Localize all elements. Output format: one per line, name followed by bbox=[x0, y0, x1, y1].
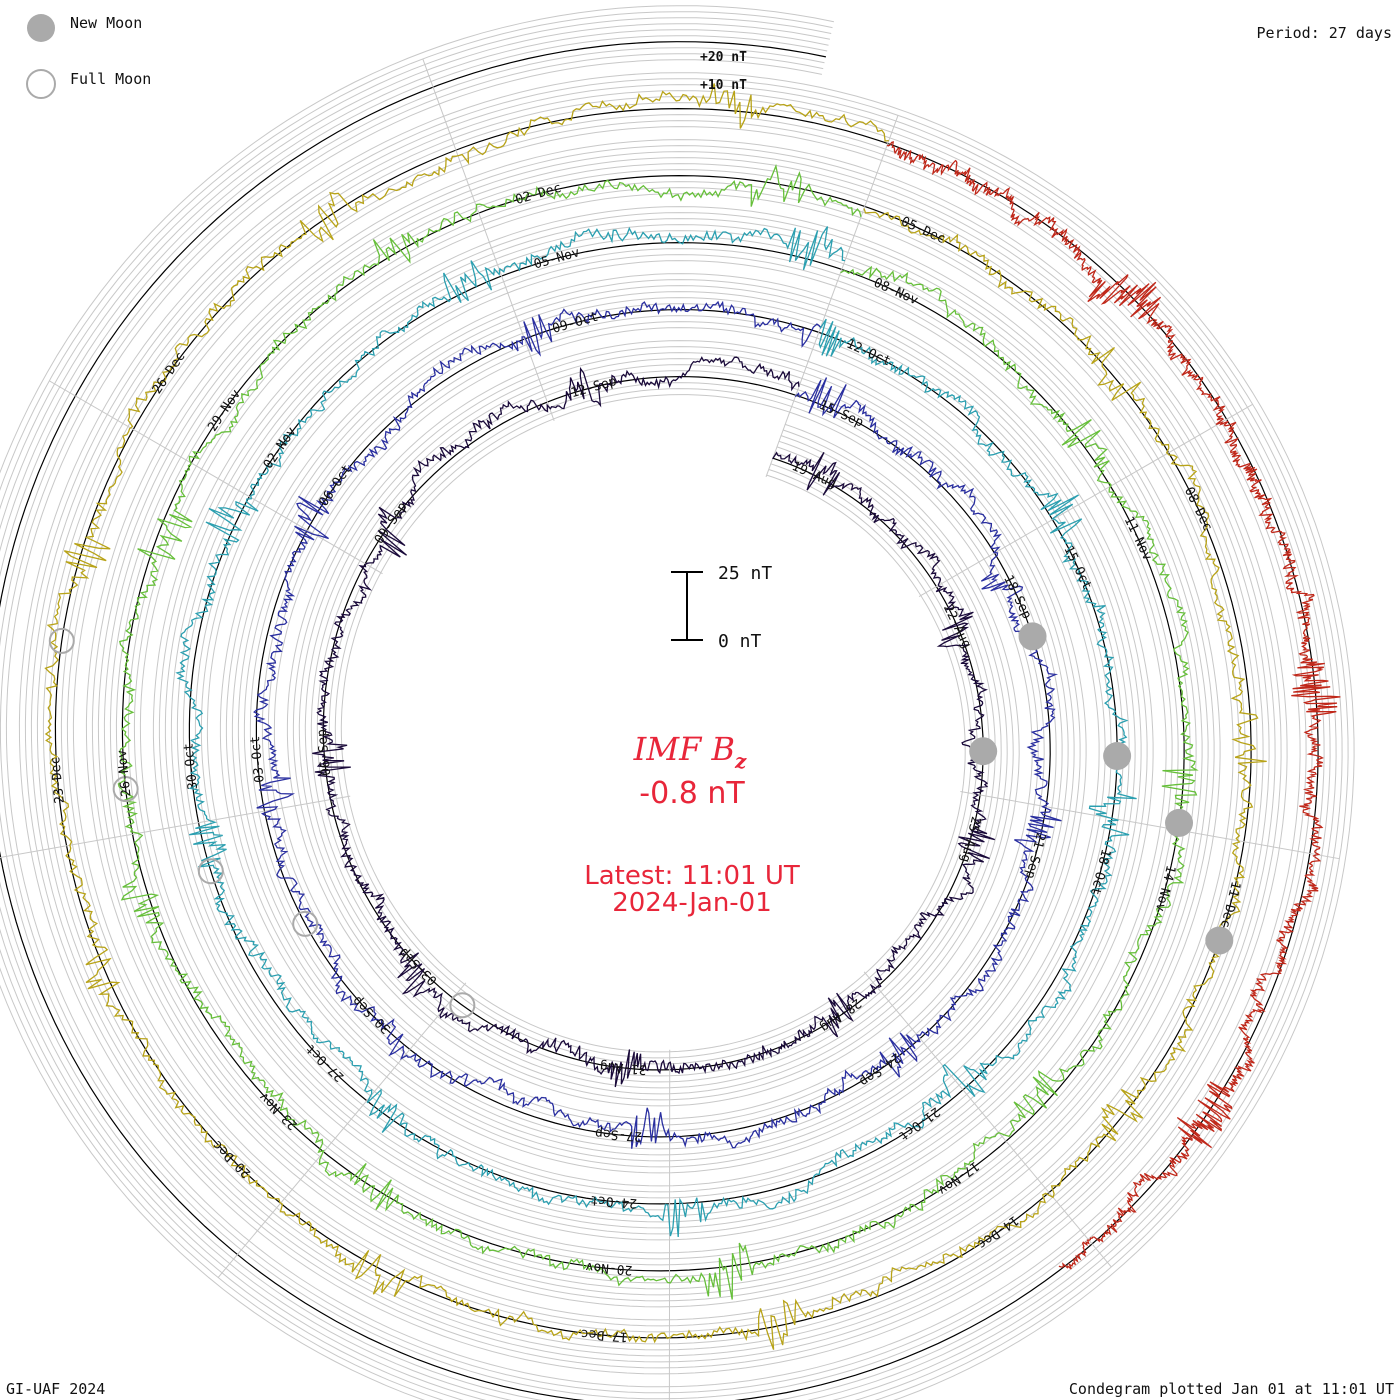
scale-top-label: 25 nT bbox=[718, 563, 772, 584]
date-label: 26-Nov bbox=[115, 749, 135, 797]
date-label: 09-Sep bbox=[372, 500, 411, 547]
latest-time: Latest: 11:01 UT bbox=[584, 861, 800, 891]
parameter-title: IMF Bz bbox=[633, 730, 747, 773]
grid-spiral bbox=[0, 35, 1325, 1400]
bz-trace-rotation-3 bbox=[117, 163, 1199, 1300]
date-label: 20-Dec bbox=[210, 1137, 254, 1180]
date-label: 09-Oct bbox=[551, 310, 600, 337]
date-label: 17-Dec bbox=[580, 1326, 628, 1344]
grid-spiral bbox=[0, 47, 1313, 1400]
legend: New Moon Full Moon bbox=[26, 14, 151, 99]
date-label: 20-Nov bbox=[585, 1259, 633, 1277]
date-label: 11-Dec bbox=[1217, 880, 1243, 929]
full-moon-marker bbox=[112, 776, 139, 803]
date-label: 03-Oct bbox=[248, 735, 268, 783]
bz-trace-rotation-0 bbox=[312, 356, 996, 1088]
date-label: 12-Sep bbox=[569, 374, 618, 401]
new-moon-marker bbox=[1205, 926, 1234, 955]
bz-trace-rotation-2 bbox=[175, 226, 1137, 1238]
bz-trace-rotation-1 bbox=[253, 300, 1062, 1149]
grid-spoke bbox=[422, 58, 555, 421]
grid-spoke bbox=[863, 971, 1112, 1268]
date-label: 18-Oct bbox=[1087, 847, 1113, 896]
date-label: 24-Oct bbox=[590, 1192, 638, 1210]
grid-spiral bbox=[0, 23, 1337, 1400]
bz-trace-rotation-4 bbox=[44, 83, 1267, 1350]
grid-spiral bbox=[0, 29, 1331, 1400]
date-label: 27-Sep bbox=[594, 1125, 642, 1143]
current-value: -0.8 nT bbox=[639, 776, 745, 811]
new-moon-marker bbox=[969, 737, 998, 766]
date-label: 02-Dec bbox=[514, 181, 563, 208]
new-moon-icon bbox=[27, 14, 55, 42]
new-moon-marker bbox=[1018, 622, 1047, 651]
date-label: 30-Oct bbox=[181, 742, 201, 790]
full-moon-marker bbox=[292, 910, 319, 937]
plotted-timestamp: Condegram plotted Jan 01 at 11:01 UT bbox=[1069, 1380, 1394, 1398]
grid-spiral bbox=[0, 53, 1307, 1394]
date-label: 14-Nov bbox=[1152, 864, 1178, 913]
date-label: 05-Nov bbox=[532, 245, 581, 272]
period-label: Period: 27 days bbox=[1257, 24, 1392, 42]
level-label-upper: +20 nT bbox=[700, 50, 747, 65]
scale-bottom-label: 0 nT bbox=[718, 631, 762, 652]
grid-spoke bbox=[217, 982, 467, 1278]
bz-trace-rotation-5 bbox=[886, 141, 1341, 1270]
grid-spoke bbox=[960, 790, 1340, 860]
scale-bar: 25 nT 0 nT bbox=[671, 563, 772, 652]
grid-spoke bbox=[918, 403, 1253, 597]
grid-spiral bbox=[5, 59, 1301, 1388]
full-moon-icon bbox=[26, 69, 56, 99]
moon-markers bbox=[48, 622, 1234, 1019]
center-readout: IMF Bz -0.8 nT Latest: 11:01 UT 2024-Jan… bbox=[584, 730, 800, 918]
grid-spoke bbox=[765, 115, 899, 478]
grid-spiral bbox=[0, 17, 1343, 1400]
grid-spiral bbox=[0, 11, 1349, 1400]
new-moon-marker bbox=[1165, 808, 1194, 837]
grid-spoke bbox=[49, 380, 383, 575]
date-label: 31-Aug bbox=[599, 1058, 647, 1076]
full-moon-marker bbox=[449, 992, 476, 1019]
date-label: 23-Nov bbox=[256, 1089, 300, 1133]
credit-label: GI-UAF 2024 bbox=[6, 1380, 105, 1398]
full-moon-marker bbox=[48, 627, 75, 654]
date-label: 23-Dec bbox=[48, 756, 68, 804]
date-label: 26-Dec bbox=[150, 350, 189, 397]
date-label: 27-Oct bbox=[303, 1041, 347, 1084]
full-moon-marker bbox=[197, 858, 224, 885]
grid-spiral bbox=[0, 5, 1355, 1400]
grid-spoke bbox=[0, 795, 351, 859]
full-moon-label: Full Moon bbox=[70, 70, 151, 88]
new-moon-label: New Moon bbox=[70, 14, 142, 32]
date-label: 29-Nov bbox=[205, 387, 244, 434]
date-label: 30-Sep bbox=[350, 993, 394, 1037]
new-moon-marker bbox=[1103, 742, 1132, 771]
date-label: 06-Sep bbox=[315, 728, 335, 776]
date-label: 06-Oct bbox=[316, 462, 355, 509]
spiral-grid bbox=[0, 5, 1355, 1400]
bz-traces bbox=[44, 83, 1341, 1350]
latest-date: 2024-Jan-01 bbox=[612, 888, 772, 918]
level-label-lower: +10 nT bbox=[700, 78, 747, 93]
